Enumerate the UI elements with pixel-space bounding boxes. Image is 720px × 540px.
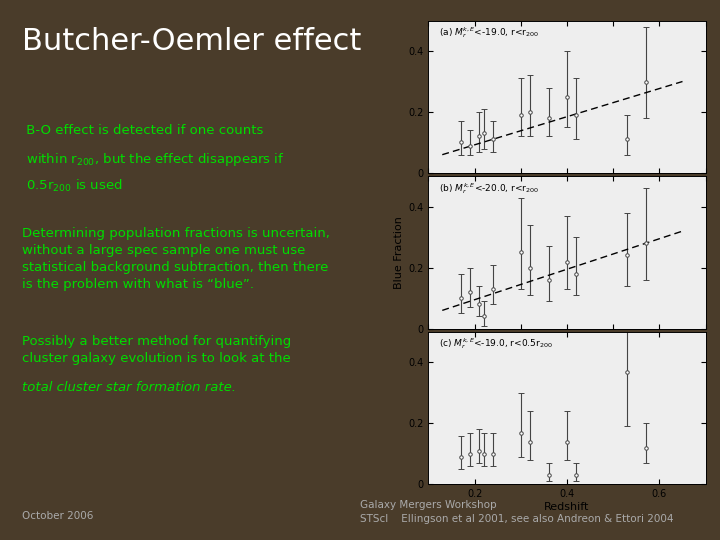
Y-axis label: Blue Fraction: Blue Fraction: [394, 216, 404, 289]
Text: Determining population fractions is uncertain,
without a large spec sample one m: Determining population fractions is unce…: [22, 227, 330, 291]
X-axis label: Redshift: Redshift: [544, 502, 590, 512]
Text: within r$_{200}$, but the effect disappears if: within r$_{200}$, but the effect disappe…: [22, 151, 284, 168]
Text: B-O effect is detected if one counts: B-O effect is detected if one counts: [22, 124, 263, 137]
Text: Butcher-Oemler effect: Butcher-Oemler effect: [22, 27, 361, 56]
Text: (c) $M_r^{k,E}$<-19.0, r<0.5r$_{200}$: (c) $M_r^{k,E}$<-19.0, r<0.5r$_{200}$: [439, 336, 554, 352]
Text: (b) $M_r^{k,E}$<-20.0, r<r$_{200}$: (b) $M_r^{k,E}$<-20.0, r<r$_{200}$: [439, 181, 540, 195]
Text: October 2006: October 2006: [22, 511, 93, 521]
Text: (a) $M_r^{k,E}$<-19.0, r<r$_{200}$: (a) $M_r^{k,E}$<-19.0, r<r$_{200}$: [439, 25, 540, 40]
Text: Galaxy Mergers Workshop: Galaxy Mergers Workshop: [360, 500, 497, 510]
Text: 0.5r$_{200}$ is used: 0.5r$_{200}$ is used: [22, 178, 122, 194]
Text: total cluster star formation rate.: total cluster star formation rate.: [22, 381, 235, 394]
Text: STScI    Ellingson et al 2001, see also Andreon & Ettori 2004: STScI Ellingson et al 2001, see also And…: [360, 514, 673, 524]
Text: Possibly a better method for quantifying
cluster galaxy evolution is to look at : Possibly a better method for quantifying…: [22, 335, 291, 365]
